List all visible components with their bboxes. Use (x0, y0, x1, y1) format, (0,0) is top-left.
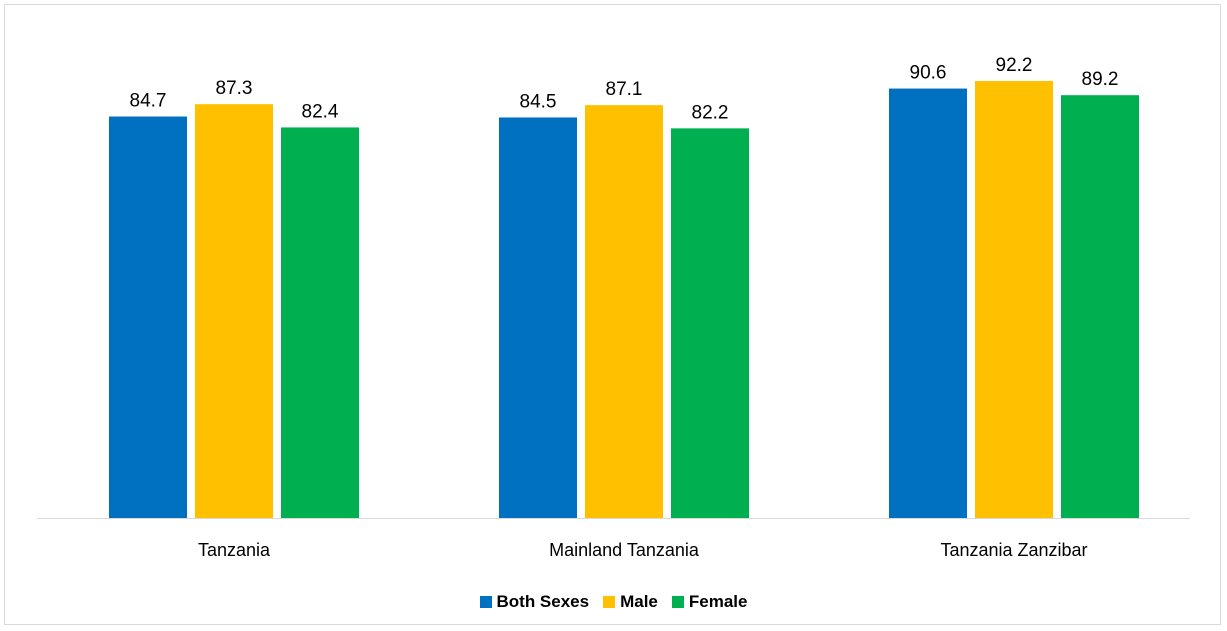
data-label-tanzania-zanzibar-both-sexes: 90.6 (910, 63, 947, 84)
legend-item-both-sexes: Both Sexes (479, 592, 590, 612)
chart-legend: Both Sexes Male Female (0, 587, 1227, 617)
legend-label-female: Female (688, 592, 748, 611)
data-label-tanzania-both-sexes: 84.7 (130, 91, 167, 112)
x-tick-label-tanzania-zanzibar: Tanzania Zanzibar (940, 540, 1087, 560)
data-label-tanzania-female: 82.4 (302, 101, 339, 122)
bar-tanzania-zanzibar-both-sexes (889, 88, 967, 518)
bar-mainland-tanzania-female (671, 128, 749, 518)
data-label-mainland-tanzania-both-sexes: 84.5 (520, 91, 557, 112)
x-tick-label-tanzania: Tanzania (198, 540, 271, 560)
legend-item-male: Male (603, 592, 658, 612)
legend-swatch-both-sexes (479, 596, 492, 608)
legend-swatch-male (603, 596, 616, 608)
legend-item-female: Female (671, 592, 748, 612)
bar-tanzania-zanzibar-male (975, 80, 1053, 519)
data-label-tanzania-male: 87.3 (216, 78, 253, 99)
legend-label-male: Male (620, 592, 658, 611)
bar-tanzania-both-sexes (109, 116, 187, 518)
bar-mainland-tanzania-male (585, 105, 663, 519)
data-label-tanzania-zanzibar-female: 89.2 (1082, 69, 1119, 90)
bar-tanzania-female (281, 127, 359, 518)
bar-tanzania-zanzibar-female (1061, 95, 1139, 518)
bar-tanzania-male (195, 104, 273, 518)
data-label-mainland-tanzania-male: 87.1 (606, 79, 643, 100)
bar-mainland-tanzania-both-sexes (499, 117, 577, 518)
data-label-mainland-tanzania-female: 82.2 (692, 102, 729, 123)
legend-swatch-female (671, 596, 684, 608)
data-label-tanzania-zanzibar-male: 92.2 (996, 55, 1033, 76)
legend-label-both-sexes: Both Sexes (496, 592, 590, 611)
x-tick-label-mainland-tanzania: Mainland Tanzania (549, 540, 700, 560)
